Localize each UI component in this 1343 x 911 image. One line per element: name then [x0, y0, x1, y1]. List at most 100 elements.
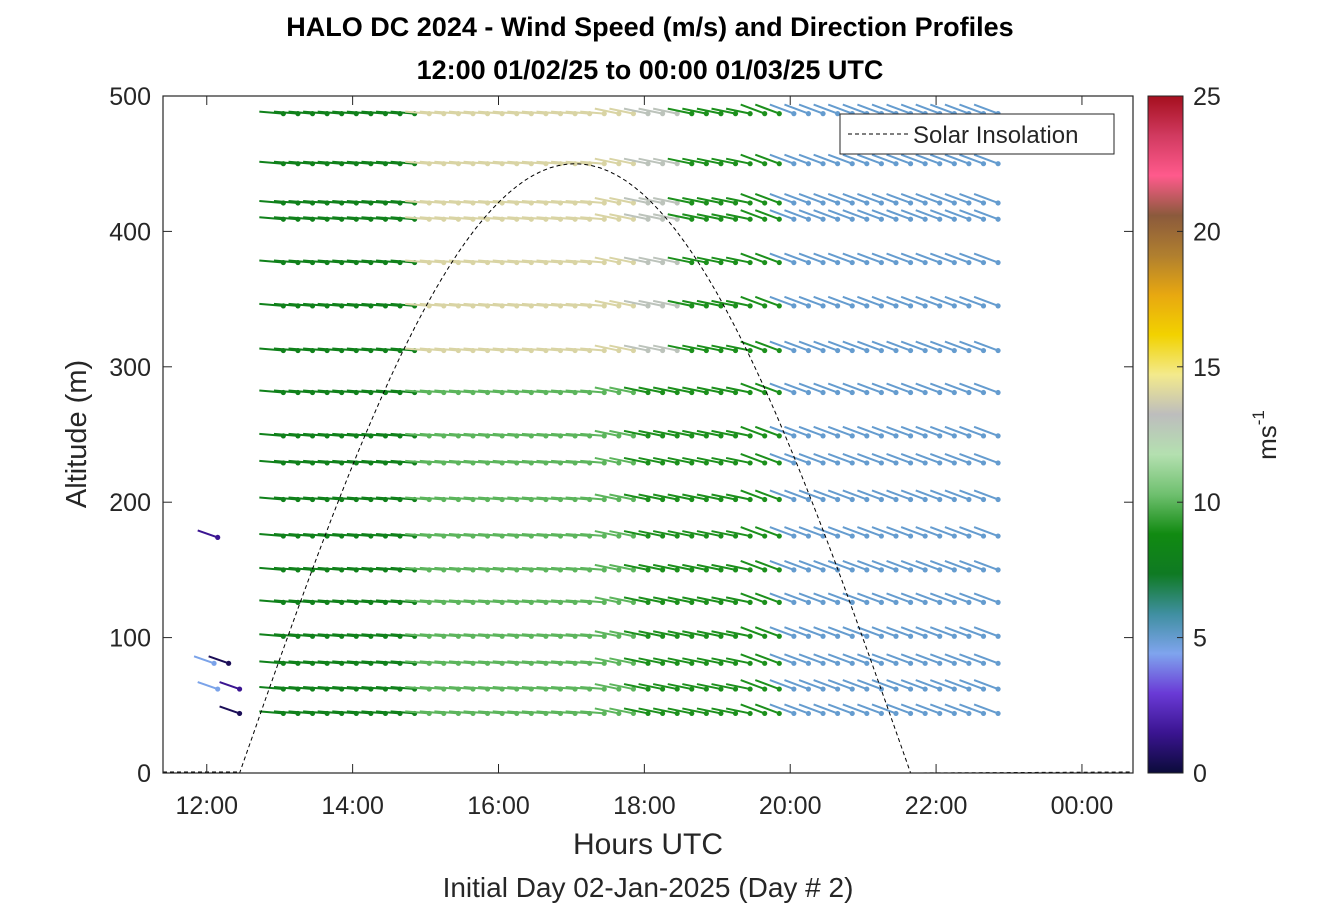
wind-vector-point — [703, 216, 709, 222]
wind-vector-point — [791, 633, 797, 639]
wind-vector — [361, 160, 386, 165]
wind-vector — [346, 566, 371, 571]
wind-vector — [478, 347, 503, 352]
wind-vector — [682, 456, 707, 464]
wind-vector — [886, 626, 911, 638]
wind-vector-point — [718, 161, 724, 167]
wind-vector-point — [878, 633, 884, 639]
wind-vector — [725, 429, 751, 437]
wind-vector — [959, 626, 984, 638]
wind-vector — [682, 256, 707, 264]
wind-vector — [507, 432, 532, 437]
wind-vector — [798, 103, 824, 115]
wind-vector — [288, 686, 313, 691]
wind-vector-point — [966, 710, 972, 717]
wind-vector-point — [878, 303, 884, 309]
wind-vector — [682, 299, 707, 307]
wind-vector-point — [732, 259, 739, 266]
wind-vector — [915, 425, 941, 437]
wind-vector — [259, 432, 284, 437]
wind-vector — [521, 160, 546, 165]
wind-vector — [973, 653, 999, 665]
colorbar-tick-label: 0 — [1193, 760, 1207, 788]
wind-vector-point — [776, 660, 782, 666]
wind-vector-point — [820, 389, 826, 396]
wind-vector-point — [659, 533, 666, 539]
wind-vector-point — [674, 216, 680, 222]
wind-vector — [507, 389, 532, 394]
wind-vector-point — [674, 567, 680, 573]
wind-vector-point — [689, 567, 695, 573]
wind-vector-point — [791, 303, 797, 309]
wind-vector-point — [791, 433, 797, 439]
wind-vector-point — [951, 161, 957, 167]
wind-vector — [871, 592, 897, 604]
wind-vector — [798, 653, 824, 665]
wind-vector-point — [980, 633, 987, 639]
wind-vector — [871, 559, 897, 571]
wind-vector-point — [674, 686, 680, 692]
wind-vector — [550, 160, 576, 165]
wind-vector — [405, 599, 430, 604]
wind-vector — [784, 559, 809, 571]
wind-vector — [375, 389, 401, 394]
x-tick-label: 00:00 — [1051, 792, 1114, 820]
wind-vector-point — [835, 347, 841, 354]
wind-vector — [536, 710, 561, 715]
wind-vector — [725, 530, 751, 538]
wind-vector — [900, 252, 926, 264]
wind-vector — [959, 653, 984, 665]
wind-vector — [696, 563, 722, 571]
wind-vector — [193, 655, 215, 665]
wind-vector — [317, 259, 342, 264]
wind-vector-point — [907, 496, 914, 503]
wind-vector — [929, 153, 955, 165]
wind-vector-point — [878, 660, 884, 666]
wind-vector — [565, 710, 590, 715]
wind-vector — [754, 489, 780, 501]
wind-vector-point — [951, 259, 957, 266]
wind-vector — [711, 563, 736, 571]
wind-vector-point — [732, 567, 739, 573]
wind-vector — [478, 686, 503, 691]
legend: Solar Insolation — [839, 113, 1115, 155]
wind-vector — [827, 295, 853, 307]
wind-vector — [813, 425, 838, 437]
wind-vector — [725, 256, 751, 264]
wind-vector-point — [630, 347, 637, 354]
wind-vector-point — [922, 686, 928, 692]
wind-vector — [219, 705, 240, 715]
wind-vector-point — [674, 200, 680, 206]
wind-vector — [346, 216, 371, 221]
wind-vector — [682, 707, 707, 715]
wind-vector-point — [776, 303, 782, 309]
wind-vector — [434, 199, 459, 204]
wind-vector — [929, 252, 955, 264]
wind-vector-point — [995, 200, 1001, 206]
wind-vector-point — [835, 303, 841, 309]
wind-vector — [915, 626, 941, 638]
wind-vector — [754, 153, 780, 165]
wind-vector — [317, 432, 342, 437]
wind-vector-point — [747, 660, 753, 666]
wind-vector — [332, 686, 357, 691]
wind-vector — [565, 216, 590, 221]
wind-vector — [550, 302, 576, 307]
wind-vector — [944, 153, 970, 165]
wind-vector — [550, 259, 576, 264]
wind-vector — [375, 216, 401, 221]
wind-vector-point — [747, 433, 753, 439]
wind-vector-point — [732, 216, 739, 222]
wind-vector-point — [630, 599, 637, 605]
wind-vector-point — [937, 433, 943, 439]
wind-vector — [886, 592, 911, 604]
wind-vector — [375, 710, 401, 715]
wind-vector — [346, 110, 371, 115]
wind-vector — [725, 630, 751, 638]
wind-vector — [667, 530, 692, 538]
wind-vector — [375, 160, 401, 165]
wind-vector-point — [689, 303, 695, 309]
wind-vector — [696, 213, 722, 221]
wind-vector — [871, 526, 897, 537]
wind-vector — [725, 563, 751, 571]
